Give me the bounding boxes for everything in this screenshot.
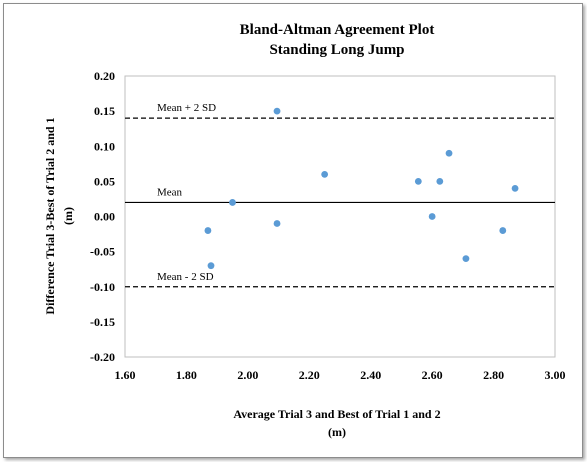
- data-point: [436, 177, 444, 185]
- y-tick-label: 0.20: [94, 69, 115, 83]
- data-point: [428, 213, 436, 220]
- data-point: [273, 107, 281, 115]
- chart-title-line-2: Standing Long Jump: [269, 42, 404, 58]
- data-point: [321, 170, 329, 178]
- x-tick-label: 2.20: [299, 368, 320, 382]
- data-point: [511, 185, 519, 192]
- y-tick-label: 0.00: [94, 210, 115, 224]
- data-point: [414, 177, 422, 185]
- y-tick-label: -0.15: [90, 315, 115, 329]
- data-point: [229, 199, 236, 206]
- x-tick-label: 2.40: [360, 368, 381, 382]
- x-tick-label: 1.60: [115, 368, 136, 382]
- y-tick-label: -0.10: [90, 280, 115, 294]
- reference-line-label: Mean - 2 SD: [157, 271, 214, 283]
- x-tick-label: 1.80: [176, 368, 197, 382]
- y-tick-label: 0.05: [94, 174, 115, 188]
- data-point: [207, 262, 215, 270]
- chart-title-line-1: Bland-Altman Agreement Plot: [240, 22, 435, 38]
- data-point: [204, 227, 212, 234]
- data-point: [462, 255, 470, 263]
- reference-line-label: Mean: [157, 186, 183, 198]
- y-tick-label: -0.05: [90, 245, 115, 259]
- data-point: [273, 220, 281, 227]
- y-tick-label: -0.20: [90, 350, 115, 364]
- y-tick-label: 0.15: [94, 104, 115, 118]
- x-tick-label: 2.60: [422, 368, 443, 382]
- y-tick-label: 0.10: [94, 139, 115, 153]
- x-tick-label: 2.00: [237, 368, 258, 382]
- reference-line-label: Mean + 2 SD: [157, 102, 216, 114]
- y-axis-title-line-2: (m): [61, 207, 75, 225]
- data-point: [499, 227, 507, 234]
- x-tick-label: 3.00: [545, 368, 566, 382]
- plot-area: [124, 75, 556, 358]
- x-axis-title-line-1: Average Trial 3 and Best of Trial 1 and …: [233, 407, 440, 421]
- x-tick-label: 2.80: [483, 368, 504, 382]
- y-axis-title-line-1: Difference Trial 3-Best of Trial 2 and 1: [43, 117, 57, 314]
- data-point: [445, 149, 453, 157]
- x-axis-title-line-2: (m): [328, 425, 346, 439]
